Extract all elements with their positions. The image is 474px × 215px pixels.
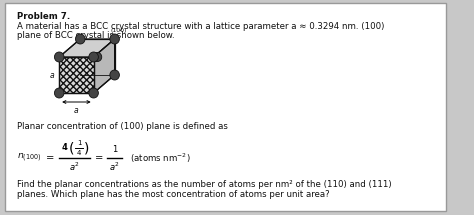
- Text: 4: 4: [77, 150, 82, 156]
- FancyBboxPatch shape: [5, 3, 446, 211]
- Text: $a^2$: $a^2$: [109, 161, 120, 173]
- Text: =: =: [46, 153, 54, 163]
- Text: Planar concentration of (100) plane is defined as: Planar concentration of (100) plane is d…: [17, 122, 228, 131]
- Circle shape: [75, 34, 85, 44]
- Text: (atoms nm$^{-2}$): (atoms nm$^{-2}$): [130, 151, 191, 165]
- Text: 4: 4: [62, 143, 68, 152]
- Polygon shape: [59, 57, 93, 93]
- Text: planes. Which plane has the most concentration of atoms per unit area?: planes. Which plane has the most concent…: [17, 190, 330, 199]
- Text: 1: 1: [77, 140, 82, 146]
- Circle shape: [93, 52, 102, 61]
- Text: =: =: [95, 153, 103, 163]
- Text: Find the planar concentrations as the number of atoms per nm² of the (110) and (: Find the planar concentrations as the nu…: [17, 180, 392, 189]
- Circle shape: [89, 88, 99, 98]
- Circle shape: [110, 70, 119, 80]
- Circle shape: [110, 34, 119, 44]
- Text: plane of BCC crystal is shown below.: plane of BCC crystal is shown below.: [17, 31, 175, 40]
- Polygon shape: [93, 39, 115, 93]
- Text: $a$: $a$: [73, 106, 80, 115]
- Text: $n_{(100)}$: $n_{(100)}$: [17, 152, 42, 164]
- Text: (100): (100): [111, 28, 127, 33]
- Circle shape: [55, 52, 64, 62]
- Text: A material has a BCC crystal structure with a lattice parameter a ≈ 0.3294 nm. (: A material has a BCC crystal structure w…: [17, 22, 384, 31]
- Circle shape: [89, 52, 99, 62]
- Circle shape: [55, 88, 64, 98]
- Text: $a^2$: $a^2$: [69, 161, 80, 173]
- Text: 1: 1: [112, 146, 117, 155]
- Text: (: (: [69, 141, 74, 155]
- Polygon shape: [59, 39, 115, 57]
- Text: Problem 7.: Problem 7.: [17, 12, 71, 21]
- Text: $a$: $a$: [49, 71, 55, 80]
- Text: ): ): [84, 141, 90, 155]
